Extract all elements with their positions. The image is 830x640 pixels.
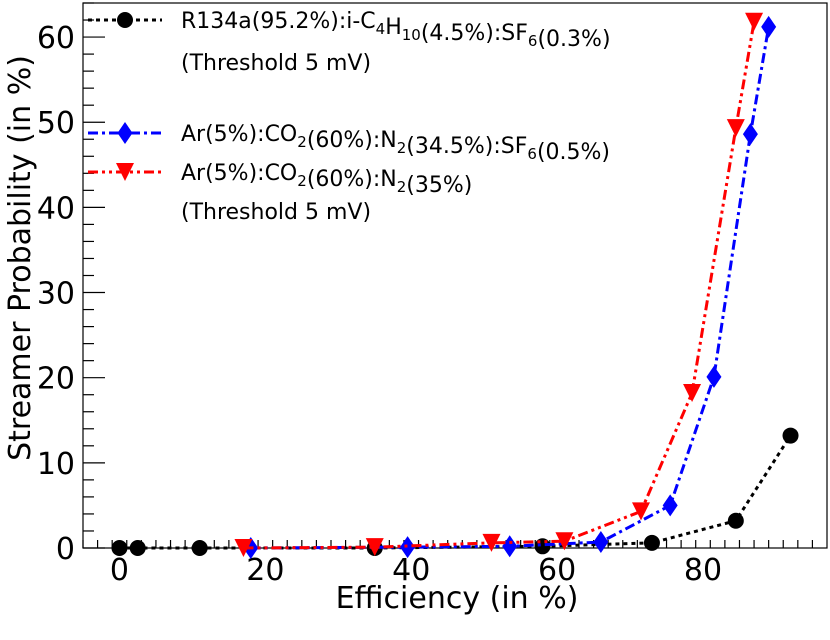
series-line (119, 434, 792, 550)
y-axis-title: Streamer Probability (in %) (3, 55, 38, 461)
axis-ticks (82, 2, 814, 549)
data-point (117, 122, 133, 144)
legend-note: (Threshold 5 mV) (181, 200, 371, 225)
data-point (116, 163, 134, 181)
data-point (129, 540, 146, 556)
x-tick-label: 20 (246, 553, 284, 588)
legend-subscript: 6 (528, 32, 538, 50)
legend-text-part: (60%):N (307, 128, 397, 153)
y-tick-label: 60 (37, 21, 75, 56)
series-line (243, 21, 756, 550)
legend-subscript: 2 (297, 172, 307, 190)
x-tick-label: 40 (392, 553, 430, 588)
series-layer (111, 12, 799, 559)
data-point (632, 502, 650, 521)
data-point (234, 539, 253, 557)
legend-text-part: R134a(95.2%):i-C (181, 9, 376, 34)
data-point (761, 15, 777, 38)
data-point (726, 119, 745, 138)
legend-text-part: H (385, 15, 402, 40)
y-tick-label: 20 (37, 362, 75, 397)
axis-tick-labels: 0 20 40 60 80 0 10 20 30 40 50 60 (37, 21, 722, 588)
y-tick-label: 50 (37, 106, 75, 141)
data-point (534, 538, 551, 555)
legend-text-part: Ar(5%):CO (181, 161, 297, 186)
data-point (365, 538, 384, 557)
legend-text-part: (0.3%) (537, 27, 610, 52)
data-point (742, 123, 758, 146)
data-point (782, 427, 799, 444)
legend-subscript: 10 (402, 26, 421, 44)
data-point (706, 365, 722, 388)
data-point (593, 531, 609, 554)
y-tick-label: 10 (37, 447, 75, 482)
series-1 (243, 15, 777, 559)
data-point (643, 534, 660, 551)
series-2 (234, 12, 764, 557)
legend-text-part: Ar(5%):CO (181, 122, 297, 147)
y-tick-label: 30 (37, 277, 75, 312)
series-0 (111, 427, 799, 556)
data-point (662, 494, 678, 517)
data-point (482, 533, 501, 552)
legend-subscript: 4 (376, 20, 386, 38)
data-point (502, 535, 518, 558)
x-axis-title: Efficiency (in %) (336, 581, 579, 616)
legend-text-part: (60%):N (307, 167, 397, 192)
data-point (111, 540, 128, 556)
y-tick-label: 0 (56, 532, 75, 567)
data-point (745, 12, 764, 31)
legend-subscript: 2 (397, 178, 407, 196)
legend-text-part: (0.5%) (537, 140, 610, 165)
legend-label: R134a(95.2%):i-C4H10(4.5%):SF6(0.3%) (181, 9, 611, 52)
data-point (727, 512, 744, 529)
legend-subscript: 6 (527, 145, 537, 163)
legend: R134a(95.2%):i-C4H10(4.5%):SF6(0.3%)(Thr… (88, 9, 611, 225)
series-line (250, 26, 771, 550)
data-point (683, 384, 702, 403)
legend-text-part: (35%) (406, 173, 472, 198)
data-point (555, 532, 574, 551)
legend-subscript: 2 (297, 133, 307, 151)
data-point (400, 536, 416, 559)
legend-label: Ar(5%):CO2(60%):N2(34.5%):SF6(0.5%) (181, 122, 610, 165)
x-tick-label: 0 (110, 553, 129, 588)
x-tick-label: 80 (684, 553, 722, 588)
legend-text-part: (4.5%):SF (421, 21, 528, 46)
data-point (117, 12, 133, 28)
plot-frame (82, 2, 828, 549)
legend-subscript: 2 (397, 139, 407, 157)
legend-note: (Threshold 5 mV) (181, 51, 371, 76)
data-point (191, 540, 208, 556)
y-tick-label: 40 (37, 191, 75, 226)
legend-label: Ar(5%):CO2(60%):N2(35%) (181, 161, 472, 198)
x-tick-label: 60 (538, 553, 576, 588)
legend-text-part: (34.5%):SF (406, 134, 527, 159)
